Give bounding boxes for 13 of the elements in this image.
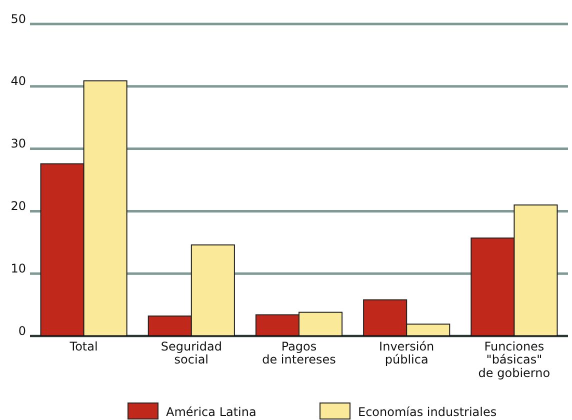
y-tick-label: 50 [10,12,26,26]
legend-label: Economías industriales [358,405,497,419]
x-tick-label: Seguridad social [160,340,222,367]
y-tick-label: 30 [10,136,26,151]
x-tick-label: Pagos de intereses [262,340,336,367]
x-tick-label: Inversión pública [379,340,434,367]
y-tick-label: 20 [10,199,26,213]
y-tick-label: 40 [10,74,26,88]
legend-label: América Latina [166,405,256,419]
y-tick-label: 0 [18,324,26,338]
y-tick-label: 10 [10,261,26,276]
x-tick-label: Funciones "básicas" de gobierno [478,340,550,380]
x-tick-label: Total [68,340,98,354]
